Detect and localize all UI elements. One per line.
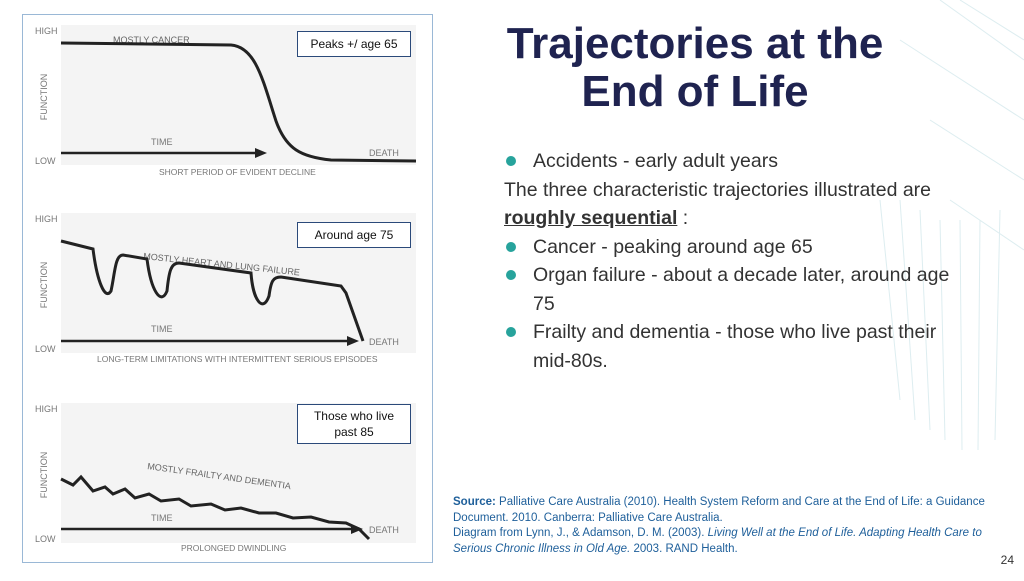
text: The three characteristic trajectories il… (504, 178, 932, 201)
function-label: FUNCTION (39, 74, 49, 121)
arrow-head (255, 148, 267, 158)
slide-body: Accidents - early adult years The three … (504, 147, 954, 375)
caption: PROLONGED DWINDLING (181, 543, 286, 553)
arrow-head (347, 336, 359, 346)
bullet: Frailty and dementia - those who live pa… (504, 318, 954, 375)
time-label: TIME (151, 137, 173, 147)
trajectory-curve (60, 474, 371, 541)
high-label: HIGH (35, 26, 58, 36)
bullet-list: Cancer - peaking around age 65 Organ fai… (504, 233, 954, 376)
bullet: Organ failure - about a decade later, ar… (504, 261, 954, 318)
bullet: Accidents - early adult years (504, 147, 954, 176)
function-label: FUNCTION (39, 262, 49, 309)
death-label: DEATH (369, 148, 399, 158)
caption: LONG-TERM LIMITATIONS WITH INTERMITTENT … (97, 354, 378, 364)
time-label: TIME (151, 513, 173, 523)
paragraph: The three characteristic trajectories il… (504, 176, 954, 233)
callout: Those who live past 85 (297, 404, 411, 444)
source-note: Source: Palliative Care Australia (2010)… (453, 495, 998, 557)
diagram-panel: HIGH FUNCTION LOW MOSTLY CANCER TIME DEA… (22, 14, 433, 563)
source-text: Palliative Care Australia (2010). Health… (453, 496, 985, 524)
diagram-credit: Diagram from Lynn, J., & Adamson, D. M. … (453, 527, 705, 539)
callout: Around age 75 (297, 222, 411, 248)
trajectory-diagrams: HIGH FUNCTION LOW MOSTLY CANCER TIME DEA… (35, 25, 417, 553)
bullet-list: Accidents - early adult years (504, 147, 954, 176)
death-label: DEATH (369, 525, 399, 535)
high-label: HIGH (35, 404, 58, 414)
callout: Peaks +/ age 65 (297, 31, 411, 57)
death-label: DEATH (369, 337, 399, 347)
low-label: LOW (35, 156, 56, 166)
bullet: Cancer - peaking around age 65 (504, 233, 954, 262)
arrow-head (351, 524, 363, 534)
page-number: 24 (1000, 553, 1014, 567)
publisher: 2003. RAND Health. (633, 542, 738, 555)
caption: SHORT PERIOD OF EVIDENT DECLINE (159, 167, 316, 177)
low-label: LOW (35, 344, 56, 354)
slide-title: Trajectories at the End of Life (506, 19, 884, 116)
trajectory-curve (60, 41, 417, 163)
text: : (682, 207, 689, 229)
emphasis: roughly sequential (504, 207, 678, 229)
source-label: Source: (453, 496, 496, 508)
function-label: FUNCTION (39, 452, 49, 499)
low-label: LOW (35, 534, 56, 544)
time-label: TIME (151, 324, 173, 334)
trajectory-curve (60, 239, 365, 342)
high-label: HIGH (35, 214, 58, 224)
book-title: Living Well at the End of Life. Adapting… (453, 527, 982, 555)
curve-label: MOSTLY CANCER (113, 35, 190, 45)
